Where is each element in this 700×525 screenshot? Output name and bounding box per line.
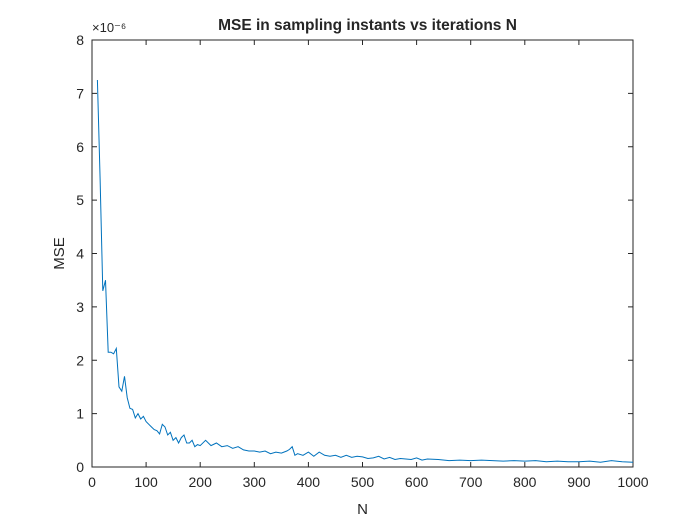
- y-axis-exponent-label: ×10⁻⁶: [92, 20, 126, 35]
- plot-area: [91, 39, 634, 468]
- x-tick-label: 1000: [617, 474, 648, 490]
- y-axis-label: MSE: [51, 237, 68, 270]
- x-tick-label: 400: [297, 474, 321, 490]
- tick-labels: 0 100 200 300 400 500 600 700 800 900 1000 0 1 2 3 4 5 6 7…: [76, 32, 649, 490]
- y-tick-label: 0: [76, 459, 84, 475]
- y-tick-label: 4: [76, 246, 84, 262]
- x-tick-label: 900: [567, 474, 591, 490]
- y-tick-label: 1: [76, 406, 84, 422]
- x-tick-label: 800: [513, 474, 537, 490]
- x-tick-label: 700: [459, 474, 483, 490]
- y-tick-label: 6: [76, 139, 84, 155]
- x-tick-label: 0: [88, 474, 96, 490]
- chart-title: MSE in sampling instants vs iterations N: [218, 17, 517, 34]
- x-tick-label: 500: [351, 474, 375, 490]
- x-tick-label: 100: [134, 474, 158, 490]
- x-tick-label: 300: [243, 474, 267, 490]
- x-tick-label: 200: [189, 474, 213, 490]
- y-tick-label: 2: [76, 352, 84, 368]
- x-axis-label: N: [357, 501, 368, 518]
- y-tick-label: 7: [76, 85, 84, 101]
- y-tick-label: 3: [76, 299, 84, 315]
- x-tick-label: 600: [405, 474, 429, 490]
- y-tick-label: 5: [76, 192, 84, 208]
- mse-series-line: [96, 79, 634, 463]
- axis-ticks: [91, 39, 634, 468]
- y-tick-label: 8: [76, 32, 84, 48]
